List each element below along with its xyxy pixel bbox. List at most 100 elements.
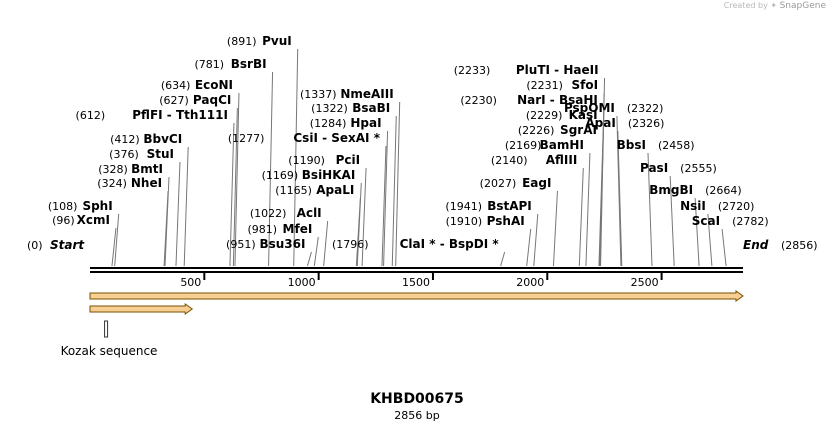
site-name: MfeI: [283, 222, 313, 236]
site-leader-line: [306, 251, 312, 267]
site-position: (1337): [300, 88, 337, 101]
restriction-sites: XcmI(96) SphI (108) NheI (324) BmtI(328) StuI (…: [48, 34, 769, 267]
site-name: SgrAI: [560, 123, 597, 137]
site-name: StuI: [147, 147, 174, 161]
site-leader-line: [381, 145, 387, 267]
site-name: ClaI * - BspDI *: [400, 237, 500, 251]
map-title: KHBD00675: [370, 391, 464, 407]
site-leader-line: [114, 213, 120, 267]
site-name: PluTI - HaeII: [516, 63, 599, 77]
site-name: EagI: [522, 176, 551, 190]
ruler-tick-label: 2500: [631, 276, 659, 289]
site-leader-line: [361, 167, 367, 267]
site-position: (2458): [658, 139, 695, 152]
site-name: BamHI: [540, 138, 584, 152]
site-position: (2230): [460, 94, 497, 107]
ruler-tick-label: 1000: [288, 276, 316, 289]
site-leader-line: [721, 228, 727, 267]
site-position: (1277): [228, 132, 265, 145]
site-leader-line: [707, 213, 713, 267]
snapgene-logo-icon: ✦: [770, 1, 778, 10]
site-name: ApaI: [585, 116, 615, 130]
kozak-label: Kozak sequence: [61, 344, 158, 358]
site-position: (2226): [518, 124, 555, 137]
site-name: KasI: [569, 108, 598, 122]
site-leader-line: [383, 130, 389, 267]
site-name: EcoNI: [195, 78, 233, 92]
site-leader-line: [323, 220, 329, 267]
site-position: (1190): [288, 154, 325, 167]
site-position: (1169): [262, 169, 299, 182]
site-name: BstAPI: [487, 199, 532, 213]
site-leader-line: [578, 167, 584, 267]
ruler-tick-label: 500: [180, 276, 201, 289]
site-name: PspOMI: [564, 101, 615, 115]
site-leader-line: [111, 227, 117, 267]
site-position: (328): [98, 163, 128, 176]
site-leader-line: [617, 130, 623, 267]
site-position: (2231): [526, 79, 563, 92]
site-position: (2027): [480, 177, 517, 190]
site-leader-line: [164, 176, 170, 267]
snapgene-credit: Created by ✦ SnapGene: [724, 1, 826, 11]
site-name: CsiI - SexAI *: [293, 131, 380, 145]
site-name: BbvCI: [143, 132, 182, 146]
site-position: (1284): [310, 117, 347, 130]
site-name: XcmI: [77, 213, 110, 227]
start-label: Start: [50, 238, 85, 252]
site-leader-line: [391, 115, 397, 267]
site-position: (2664): [705, 184, 742, 197]
feature-arrow: [89, 303, 194, 315]
site-name: PshAI: [487, 214, 525, 228]
site-name: PasI: [640, 161, 668, 175]
site-leader-line: [313, 236, 319, 267]
credit-brand: SnapGene: [779, 1, 826, 11]
site-position: (2326): [628, 117, 665, 130]
end-label: End: [743, 238, 769, 252]
map-length: 2856 bp: [394, 409, 440, 422]
site-position: (781): [194, 58, 224, 71]
site-position: (2229): [526, 109, 563, 122]
site-position: (2140): [491, 154, 528, 167]
site-position: (612): [76, 109, 106, 122]
ruler-tick-label: 2000: [516, 276, 544, 289]
site-leader-line: [600, 77, 606, 267]
site-leader-line: [647, 152, 653, 267]
site-position: (634): [161, 79, 191, 92]
site-name: BsaBI: [352, 101, 390, 115]
site-name: SfoI: [572, 78, 599, 92]
site-position: (1941): [445, 200, 482, 213]
site-name: PflFI - Tth111I: [132, 108, 228, 122]
site-leader-line: [694, 197, 700, 267]
site-leader-line: [669, 175, 675, 267]
site-name: AclI: [297, 206, 322, 220]
site-leader-line: [234, 92, 240, 267]
feature-arrow: [89, 290, 744, 302]
site-leader-line: [552, 190, 558, 267]
site-name: BmgBI: [649, 183, 693, 197]
credit-prefix: Created by: [723, 1, 768, 10]
site-name: NsiI: [680, 199, 706, 213]
site-position: (108): [48, 200, 78, 213]
site-position: (951): [226, 238, 256, 251]
kozak-feature: Kozak sequence: [61, 320, 158, 358]
site-name: NarI - BsaHI: [517, 93, 598, 107]
ruler-tick-label: 1500: [402, 276, 430, 289]
site-leader-line: [616, 115, 622, 267]
end-position: (2856): [781, 239, 818, 252]
site-leader-line: [175, 161, 181, 267]
site-leader-line: [395, 101, 401, 267]
start-position: (0): [27, 239, 43, 252]
kozak-marker: [104, 320, 109, 338]
site-name: NmeAIII: [340, 87, 393, 101]
site-leader-line: [585, 152, 591, 267]
site-position: (2555): [680, 162, 717, 175]
site-position: (627): [159, 94, 189, 107]
site-position: (412): [110, 133, 140, 146]
site-leader-line: [500, 251, 506, 267]
site-name: HpaI: [350, 116, 381, 130]
site-name: BsrBI: [231, 57, 267, 71]
site-name: ApaLI: [316, 183, 354, 197]
